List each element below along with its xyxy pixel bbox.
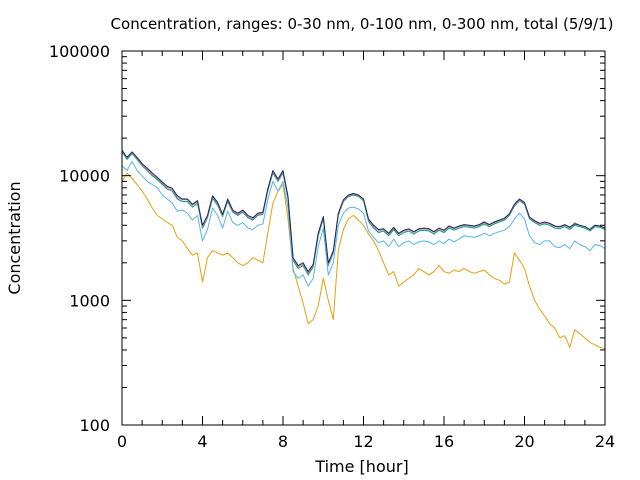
y-axis-label: Concentration — [5, 181, 24, 294]
series-layer — [121, 149, 606, 350]
y-tick-label-3: 100000 — [49, 42, 110, 61]
series-line-3 — [121, 150, 606, 274]
x-tick-label-2: 8 — [278, 432, 288, 451]
y-tick-label-1: 1000 — [69, 291, 110, 310]
y-tick-label-2: 10000 — [59, 167, 110, 186]
series-line-4 — [121, 149, 606, 273]
x-axis-label: Time [hour] — [314, 457, 408, 476]
x-tick-label-6: 24 — [595, 432, 615, 451]
x-tick-label-0: 0 — [117, 432, 127, 451]
series-line-1 — [121, 161, 606, 287]
x-tick-label-3: 12 — [353, 432, 373, 451]
x-tick-label-1: 4 — [197, 432, 207, 451]
y-tick-label-0: 100 — [79, 416, 110, 435]
ticks-layer: 100 1000 10000 100000 0 4 8 12 16 20 24 — [49, 42, 615, 451]
plot-frame — [121, 50, 606, 426]
x-tick-label-4: 16 — [434, 432, 454, 451]
x-tick-label-5: 20 — [514, 432, 534, 451]
chart-title: Concentration, ranges: 0-30 nm, 0-100 nm… — [111, 15, 614, 33]
series-line-0 — [121, 172, 606, 350]
